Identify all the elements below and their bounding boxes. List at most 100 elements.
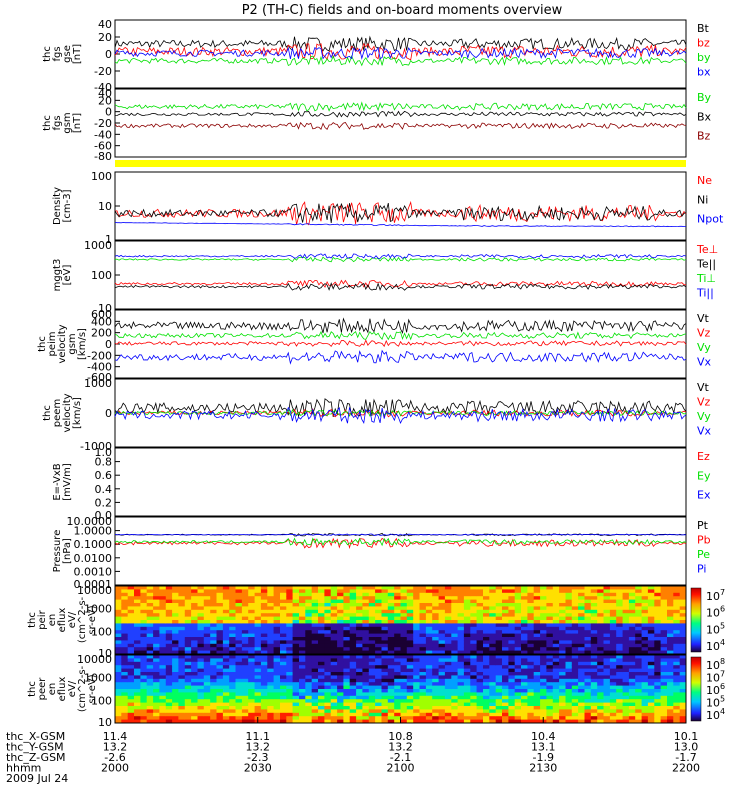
spectrogram-cell xyxy=(159,643,167,648)
spectrogram-cell xyxy=(622,692,630,697)
spectrogram-cell xyxy=(343,599,351,604)
spectrogram-cell xyxy=(419,672,427,676)
spectrogram-cell xyxy=(508,589,516,594)
spectrogram-cell xyxy=(248,637,255,641)
spectrogram-cell xyxy=(673,626,681,631)
spectrogram-cell xyxy=(153,623,160,628)
spectrogram-cell xyxy=(508,672,516,676)
spectrogram-cell xyxy=(444,719,452,724)
spectrogram-cell xyxy=(318,716,325,721)
spectrogram-cell xyxy=(400,672,408,676)
spectrogram-cell xyxy=(552,685,560,690)
spectrogram-cell xyxy=(609,668,617,673)
spectrogram-cell xyxy=(603,692,611,697)
spectrogram-cell xyxy=(521,630,528,635)
spectrogram-cell xyxy=(260,647,268,652)
spectrogram-cell xyxy=(191,599,198,604)
spectrogram-cell xyxy=(115,712,122,717)
spectrogram-cell xyxy=(311,650,319,655)
spectrogram-cell xyxy=(153,665,160,670)
spectrogram-cell xyxy=(514,706,522,710)
spectrogram-cell xyxy=(140,626,148,631)
spectrogram-cell xyxy=(260,589,268,594)
spectrogram-cell xyxy=(432,633,439,638)
spectrogram-cell xyxy=(362,668,370,673)
spectrogram-cell xyxy=(425,592,433,597)
spectrogram-cell xyxy=(318,623,325,628)
spectrogram-cell xyxy=(330,675,338,680)
spectrogram-cell xyxy=(419,661,427,666)
spectrogram-cell xyxy=(299,712,306,717)
spectrogram-cell xyxy=(324,706,332,710)
spectrogram-cell xyxy=(432,712,439,717)
spectrogram-cell xyxy=(673,603,681,607)
y-axis-label: thc xyxy=(42,405,53,421)
spectrogram-cell xyxy=(299,647,306,652)
spectrogram-cell xyxy=(280,589,287,594)
spectrogram-cell xyxy=(210,655,217,659)
spectrogram-cell xyxy=(241,716,249,721)
spectrogram-cell xyxy=(134,623,141,628)
spectrogram-cell xyxy=(502,643,509,648)
spectrogram-cell xyxy=(368,668,376,673)
spectrogram-cell xyxy=(273,647,281,652)
spectrogram-cell xyxy=(216,709,224,714)
x-axis-row-label: thc_Y-GSM xyxy=(6,741,64,754)
spectrogram-cell xyxy=(146,643,154,648)
spectrogram-cell xyxy=(210,706,217,710)
spectrogram-cell xyxy=(489,658,497,663)
spectrogram-cell xyxy=(590,640,598,645)
spectrogram-cell xyxy=(635,626,642,631)
spectrogram-cell xyxy=(521,689,528,693)
spectrogram-cell xyxy=(451,665,459,670)
spectrogram-cell xyxy=(406,589,414,594)
y-tick-label: 1000 xyxy=(84,377,112,390)
spectrogram-cell xyxy=(540,702,547,707)
spectrogram-cell xyxy=(571,592,579,597)
spectrogram-cell xyxy=(292,640,300,645)
spectrogram-cell xyxy=(121,655,129,659)
spectrogram-cell xyxy=(311,609,319,614)
spectrogram-cell xyxy=(324,637,332,641)
spectrogram-cell xyxy=(540,665,547,670)
spectrogram-cell xyxy=(400,716,408,721)
spectrogram-cell xyxy=(127,709,135,714)
spectrogram-cell xyxy=(432,626,439,631)
spectrogram-cell xyxy=(406,613,414,618)
spectrogram-cell xyxy=(597,589,604,594)
spectrogram-cell xyxy=(191,702,198,707)
spectrogram-cell xyxy=(578,689,585,693)
spectrogram-cell xyxy=(248,609,255,614)
spectrogram-cell xyxy=(254,616,262,621)
spectrogram-cell xyxy=(647,692,655,697)
spectrogram-cell xyxy=(641,643,649,648)
spectrogram-cell xyxy=(622,589,630,594)
spectrogram-cell xyxy=(641,637,649,641)
spectrogram-cell xyxy=(603,620,611,624)
spectrogram-cell xyxy=(203,672,211,676)
spectrogram-cell xyxy=(153,647,160,652)
spectrogram-cell xyxy=(673,672,681,676)
spectrogram-cell xyxy=(343,682,351,687)
spectrogram-cell xyxy=(654,699,662,704)
spectrogram-cell xyxy=(134,620,141,624)
spectrogram-cell xyxy=(349,589,357,594)
spectrogram-cell xyxy=(565,616,573,621)
spectrogram-cell xyxy=(184,640,192,645)
spectrogram-cell xyxy=(273,658,281,663)
spectrogram-cell xyxy=(571,689,579,693)
spectrogram-cell xyxy=(178,665,186,670)
spectrogram-cell xyxy=(502,706,509,710)
spectrogram-cell xyxy=(609,661,617,666)
series-line xyxy=(114,537,687,547)
spectrogram-cell xyxy=(210,709,217,714)
spectrogram-cell xyxy=(356,665,363,670)
legend-entry: Vz xyxy=(697,327,711,340)
spectrogram-cell xyxy=(349,609,357,614)
spectrogram-cell xyxy=(419,599,427,604)
spectrogram-cell xyxy=(337,586,344,590)
spectrogram-cell xyxy=(578,699,585,704)
spectrogram-cell xyxy=(476,599,484,604)
spectrogram-cell xyxy=(495,640,503,645)
spectrogram-cell xyxy=(235,699,243,704)
